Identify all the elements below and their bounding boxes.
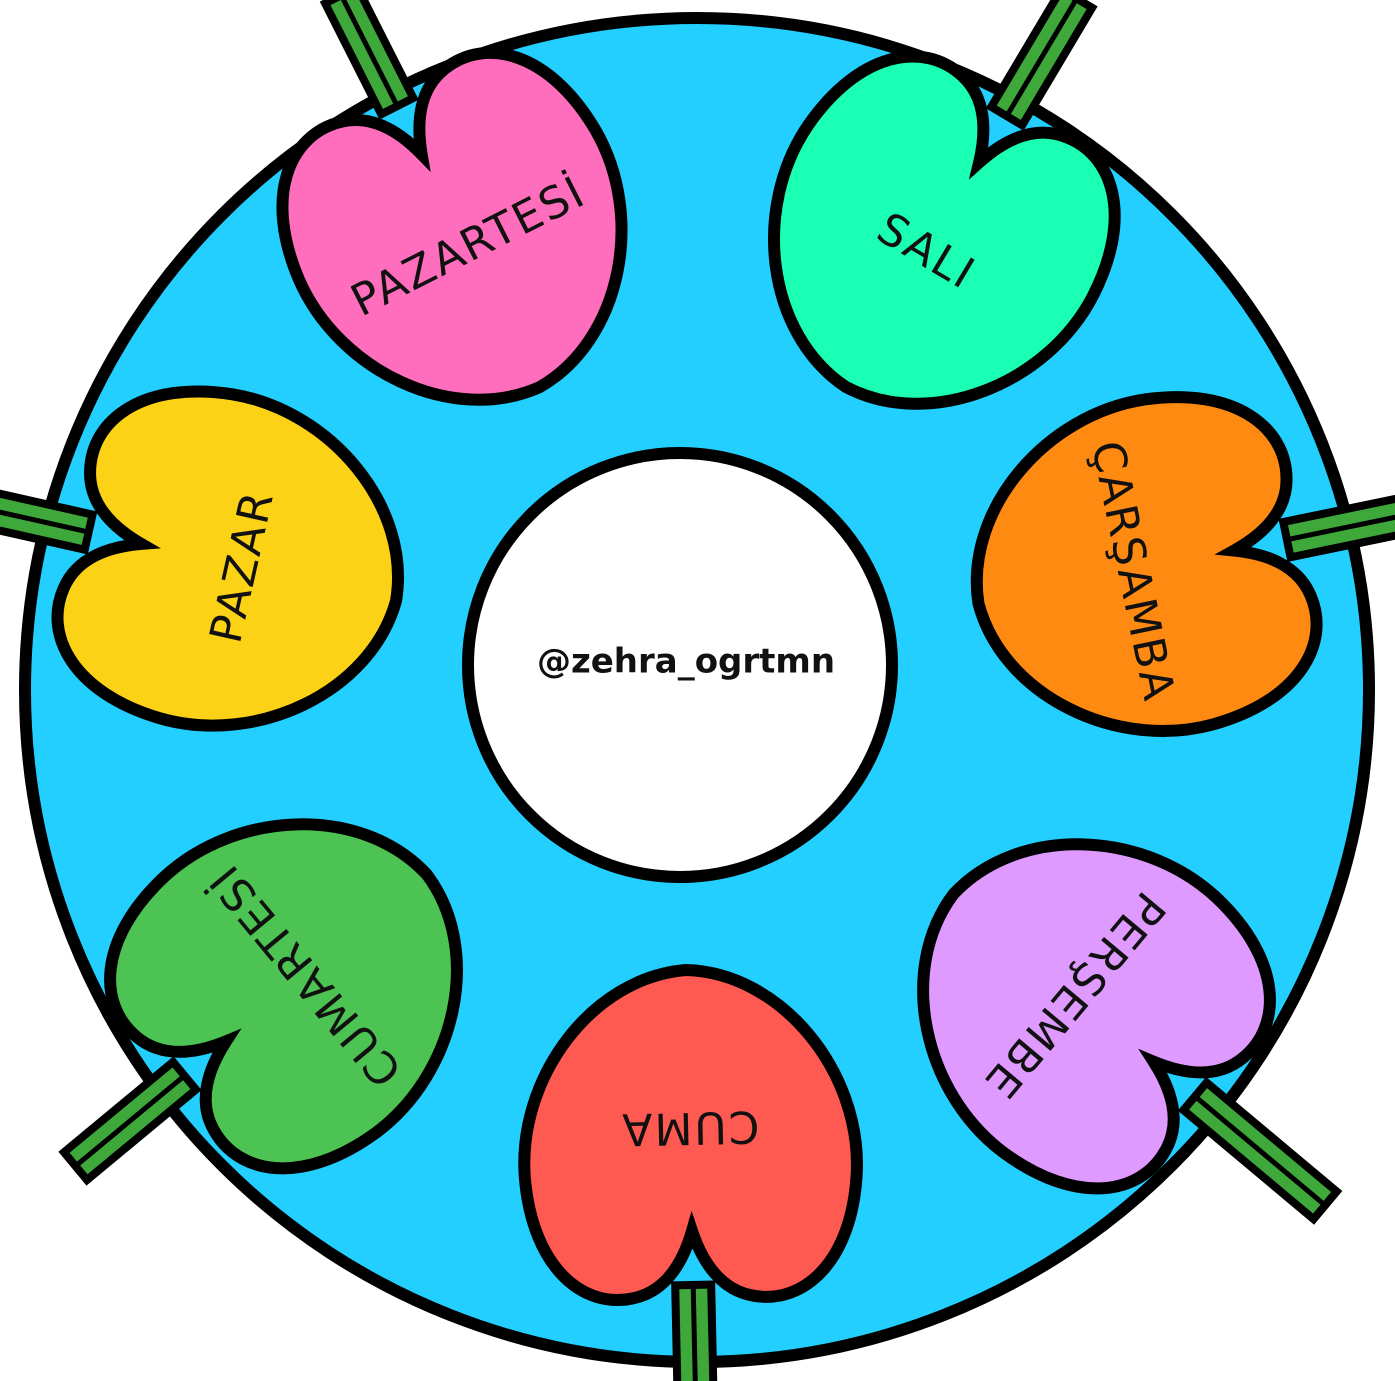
stem xyxy=(325,0,413,114)
stem-line xyxy=(1195,1096,1325,1205)
wheel-diagram: PAZARTESİSALIÇARŞAMBAPERŞEMBECUMACUMARTE… xyxy=(0,0,1395,1381)
page: PAZARTESİSALIÇARŞAMBAPERŞEMBECUMACUMARTE… xyxy=(0,0,1395,1381)
petal-label: CUMA xyxy=(620,1101,760,1155)
center-label: @zehra_ogrtmn xyxy=(537,642,835,682)
stem-line xyxy=(693,1285,696,1381)
stem-line xyxy=(76,1076,185,1166)
